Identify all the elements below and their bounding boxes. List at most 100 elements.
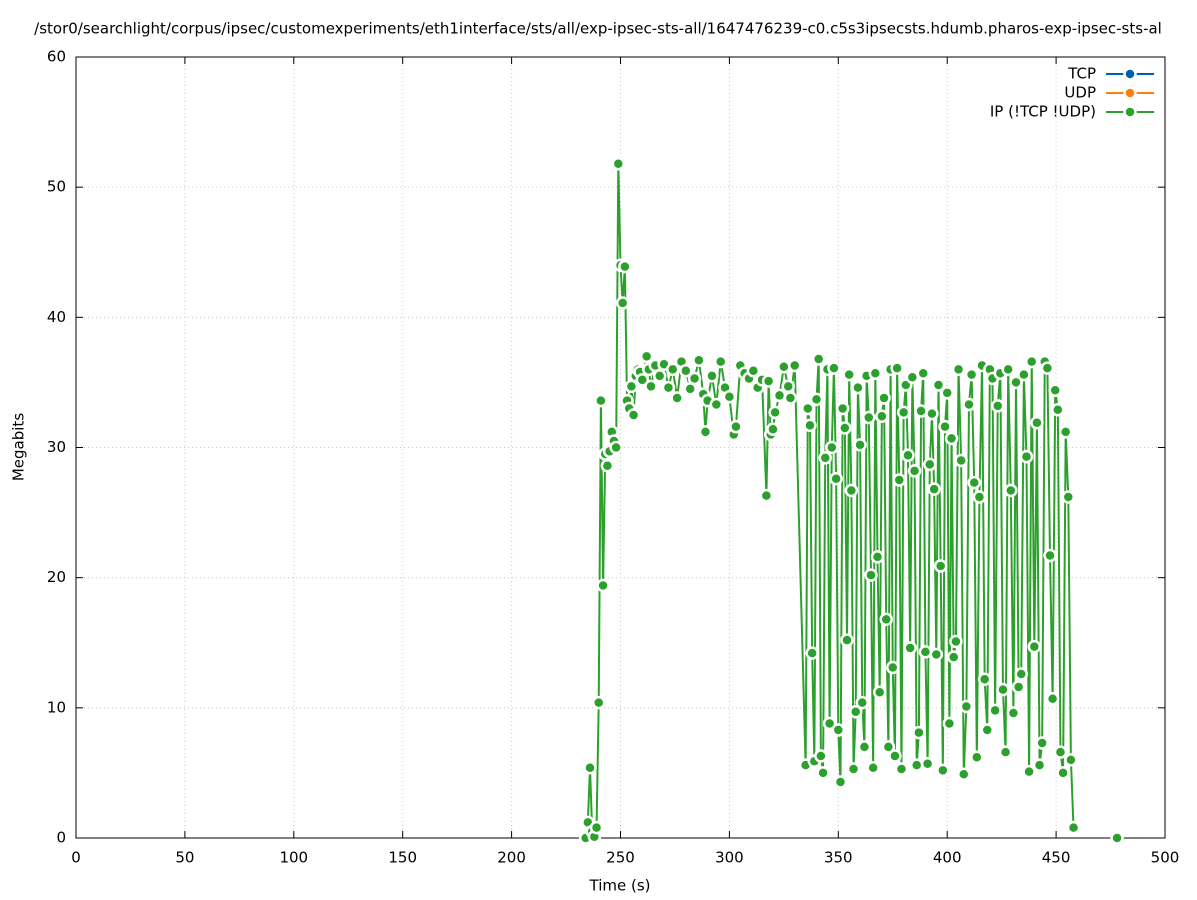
data-point: [692, 353, 706, 368]
data-point: [877, 391, 891, 405]
data-point: [1019, 449, 1034, 464]
data-point: [626, 408, 641, 422]
data-point: [1014, 667, 1029, 681]
data-point: [855, 695, 870, 710]
data-point: [954, 453, 968, 468]
data-point: [803, 418, 817, 433]
x-tick-label: 400: [933, 849, 962, 867]
data-point: [938, 419, 952, 434]
data-point: [805, 646, 819, 660]
data-point: [842, 367, 856, 382]
data-point: [972, 490, 987, 504]
data-point: [687, 371, 702, 386]
data-point: [892, 473, 907, 487]
data-point: [589, 820, 604, 835]
data-point: [1032, 758, 1047, 772]
data-point: [851, 380, 865, 395]
data-point: [777, 360, 791, 374]
data-point: [853, 438, 867, 452]
data-point: [679, 363, 693, 378]
data-point: [927, 482, 941, 496]
data-point: [923, 457, 937, 472]
data-point: [746, 363, 761, 378]
data-point: [925, 406, 939, 421]
data-point: [644, 379, 658, 394]
data-point: [611, 156, 626, 171]
data-point: [833, 775, 848, 789]
legend-marker: [1123, 105, 1137, 119]
x-tick-label: 50: [175, 849, 194, 867]
data-point: [831, 723, 846, 737]
x-tick-label: 450: [1042, 849, 1071, 867]
data-point: [914, 404, 928, 418]
data-point: [801, 401, 815, 416]
data-point: [591, 695, 606, 710]
x-tick-label: 350: [824, 849, 853, 867]
data-point: [890, 361, 904, 375]
legend-label: TCP: [1067, 65, 1096, 83]
data-point: [594, 393, 608, 408]
legend-marker: [1123, 67, 1137, 81]
data-point: [639, 349, 654, 364]
data-point: [918, 645, 933, 659]
data-point: [848, 704, 863, 719]
data-point: [722, 389, 737, 404]
data-point: [988, 703, 1002, 718]
data-point: [1066, 820, 1081, 835]
y-tick-label: 30: [47, 438, 66, 456]
plot: [578, 156, 1124, 845]
data-point: [652, 369, 667, 383]
data-point: [875, 409, 889, 424]
data-point: [670, 391, 684, 405]
data-point: [1043, 548, 1057, 563]
data-point: [729, 419, 743, 434]
data-point: [609, 440, 623, 455]
data-point: [705, 369, 719, 383]
data-point: [951, 362, 966, 377]
data-point: [1061, 490, 1076, 504]
data-point: [818, 451, 832, 465]
data-point: [811, 352, 826, 366]
data-point: [1056, 766, 1070, 780]
data-point: [766, 422, 780, 437]
x-axis-label: Time (s): [589, 877, 651, 895]
data-point: [990, 399, 1005, 413]
data-point: [1011, 680, 1026, 694]
data-point: [846, 762, 861, 776]
data-point: [868, 366, 883, 381]
legend-marker: [1123, 86, 1137, 100]
data-point: [1045, 691, 1060, 706]
data-point: [698, 425, 713, 439]
data-point: [827, 361, 841, 375]
data-point: [1040, 361, 1055, 375]
data-point: [596, 578, 610, 593]
data-point: [1058, 425, 1073, 439]
y-tick-label: 40: [47, 308, 66, 326]
data-point: [866, 760, 880, 775]
data-point: [838, 421, 852, 435]
data-point: [1009, 375, 1023, 390]
data-point: [944, 431, 959, 446]
chart-title: /stor0/searchlight/corpus/ipsec/customex…: [34, 20, 1162, 38]
data-point: [940, 386, 954, 400]
data-point: [920, 757, 935, 771]
data-point: [835, 401, 850, 416]
data-point: [933, 559, 948, 573]
data-point: [809, 392, 824, 407]
data-point: [768, 405, 782, 420]
data-point: [844, 483, 859, 498]
data-point: [980, 723, 995, 737]
data-point: [946, 650, 961, 664]
data-point: [583, 760, 597, 775]
data-point: [1001, 362, 1015, 377]
data-point: [959, 699, 974, 714]
data-point: [1110, 831, 1124, 845]
data-point: [822, 716, 837, 731]
data-point: [829, 471, 843, 486]
data-point: [881, 740, 896, 754]
data-point: [825, 440, 839, 455]
legend-label: IP (!TCP !UDP): [990, 103, 1096, 121]
y-axis-label: Megabits: [10, 413, 28, 481]
